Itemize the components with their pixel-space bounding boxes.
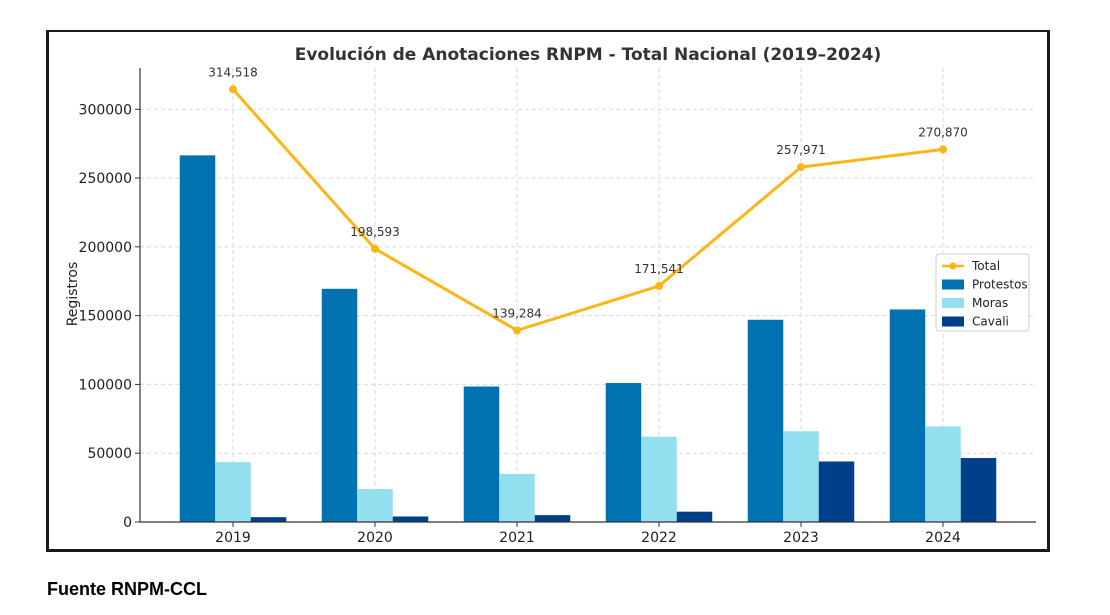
total-point-2021 [513, 326, 521, 335]
x-tick-label: 2024 [925, 530, 961, 546]
bar-moras-2023 [783, 431, 819, 522]
bar-moras-2021 [499, 473, 535, 522]
legend-label-total: Total [971, 259, 1000, 273]
chart-title: Evolución de Anotaciones RNPM - Total Na… [295, 45, 882, 65]
total-data-label-2021: 139,284 [492, 306, 542, 320]
total-data-label-2022: 171,541 [634, 262, 684, 276]
total-data-label-2023: 257,971 [776, 143, 826, 157]
bar-cavali-2024 [960, 458, 997, 522]
bar-moras-2020 [357, 488, 393, 522]
bars [179, 155, 997, 522]
y-axis-label: Registros [65, 262, 81, 327]
total-series-line [231, 88, 944, 332]
x-tick-label: 2023 [783, 530, 819, 546]
chart: Evolución de Anotaciones RNPM - Total Na… [65, 45, 1036, 546]
bar-protestos-2019 [179, 155, 216, 522]
legend-label-moras: Moras [972, 296, 1008, 310]
bar-cavali-2019 [250, 517, 287, 522]
y-tick-label: 50000 [87, 446, 132, 462]
legend-swatch-cavali [942, 316, 964, 327]
legend-box [935, 253, 1030, 332]
bar-cavali-2021 [534, 515, 571, 522]
axes: 0 50000 100000 150000 200000 250000 300000 2019… [79, 68, 1036, 546]
bar-moras-2022 [641, 436, 677, 522]
x-tick-label: 2021 [499, 530, 535, 546]
x-tick-label: 2020 [357, 530, 393, 546]
legend-label-protestos: Protestos [972, 278, 1028, 292]
x-tick-label: 2022 [641, 530, 677, 546]
total-point-2024 [939, 145, 947, 154]
x-tick-label: 2019 [215, 530, 251, 546]
bar-cavali-2020 [392, 516, 429, 522]
total-data-label-2024: 270,870 [918, 125, 968, 139]
y-tick-label: 300000 [79, 102, 132, 118]
total-point-2023 [797, 163, 805, 172]
bar-protestos-2022 [605, 383, 642, 522]
legend-swatch-protestos [942, 279, 964, 290]
y-tick-label: 100000 [79, 377, 132, 393]
total-point-2022 [655, 282, 663, 291]
y-tick-label: 150000 [79, 309, 132, 325]
legend: Total Protestos Moras Cavali [935, 253, 1030, 332]
y-tick-label: 0 [123, 515, 132, 531]
total-data-label-2019: 314,518 [208, 65, 258, 79]
bar-moras-2019 [215, 462, 251, 522]
bar-cavali-2022 [676, 511, 713, 522]
y-tick-label: 250000 [79, 171, 132, 187]
total-line: 314,518 198,593 139,284 171,541 257,971 270,8… [208, 65, 968, 335]
y-tick-label: 200000 [79, 240, 132, 256]
bar-cavali-2023 [818, 461, 855, 522]
total-data-label-2020: 198,593 [350, 225, 400, 239]
bar-protestos-2024 [889, 309, 926, 522]
total-point-2019 [229, 85, 237, 94]
grid [140, 68, 1036, 522]
bar-protestos-2020 [321, 288, 358, 522]
chart-frame: Evolución de Anotaciones RNPM - Total Na… [46, 30, 1050, 552]
legend-swatch-total-marker [949, 262, 957, 270]
source-note: Fuente RNPM-CCL [47, 579, 207, 599]
legend-label-cavali: Cavali [972, 315, 1009, 329]
bar-moras-2024 [925, 426, 961, 522]
total-point-2020 [371, 244, 379, 253]
bar-protestos-2021 [463, 386, 500, 522]
bar-protestos-2023 [747, 319, 784, 522]
legend-swatch-moras [942, 298, 964, 308]
